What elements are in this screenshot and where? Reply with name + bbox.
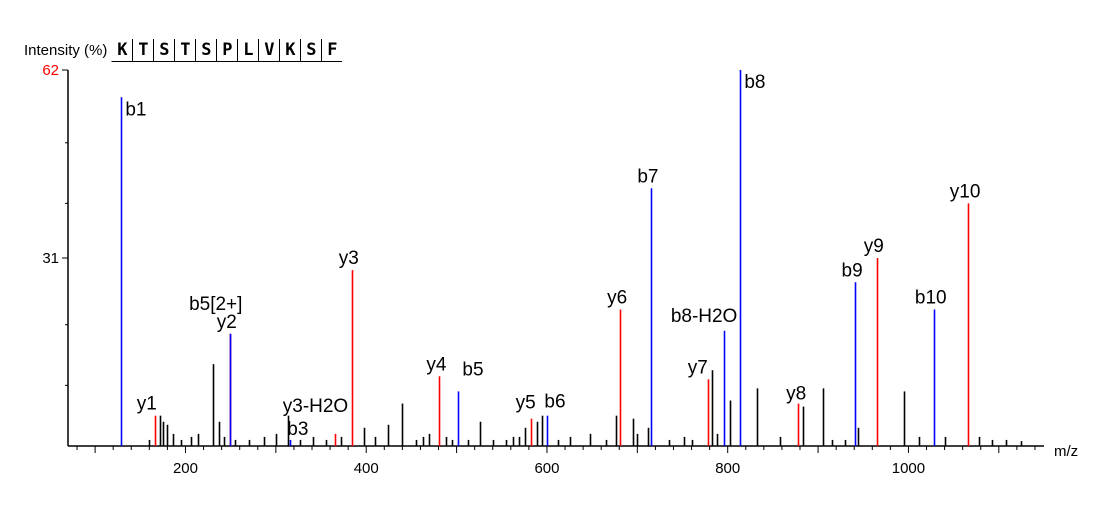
peak-label: b8 <box>744 72 765 93</box>
y-axis-label: Intensity (%) <box>24 41 108 59</box>
residue: K <box>279 38 301 62</box>
residue: V <box>258 38 280 62</box>
peak-label: b7 <box>637 166 658 187</box>
peak-label: b8-H2O <box>671 306 738 327</box>
peak-label: y2 <box>217 312 237 333</box>
x-tick-label: 1000 <box>892 460 925 477</box>
x-tick-label: 800 <box>715 460 740 477</box>
residue: F <box>321 38 343 62</box>
peak-label: b5[2+] <box>189 294 242 315</box>
residue: L <box>237 38 259 62</box>
residue: T <box>132 38 154 62</box>
peak-label: y4 <box>426 354 447 375</box>
peak-label: y3 <box>339 248 359 269</box>
residue: S <box>195 38 217 62</box>
peak-label: b9 <box>842 260 863 281</box>
peak-label: y5 <box>516 393 536 414</box>
residue: P <box>216 38 238 62</box>
x-tick-label: 200 <box>173 460 198 477</box>
peak-label: y7 <box>688 357 708 378</box>
residue: S <box>153 38 175 62</box>
peak-label: y9 <box>864 236 884 257</box>
y-tick-label: 31 <box>42 250 59 267</box>
peak-label: b5 <box>462 359 483 380</box>
residue: T <box>174 38 196 62</box>
x-tick-label: 600 <box>534 460 559 477</box>
peak-label: y8 <box>786 384 806 405</box>
peak-label: b3 <box>287 419 308 440</box>
residue: S <box>300 38 322 62</box>
peak-label: y10 <box>950 181 981 202</box>
peak-label: b1 <box>125 99 146 120</box>
x-axis-label: m/z <box>1054 443 1078 460</box>
y-tick-label: 62 <box>42 62 59 79</box>
peak-label: y6 <box>607 288 627 309</box>
residue: K <box>111 39 133 62</box>
x-tick-label: 400 <box>354 460 379 477</box>
peak-label: b10 <box>915 288 947 309</box>
peak-label: b6 <box>544 392 565 413</box>
peak-label: y3-H2O <box>283 396 348 417</box>
peak-label: y1 <box>137 394 157 415</box>
